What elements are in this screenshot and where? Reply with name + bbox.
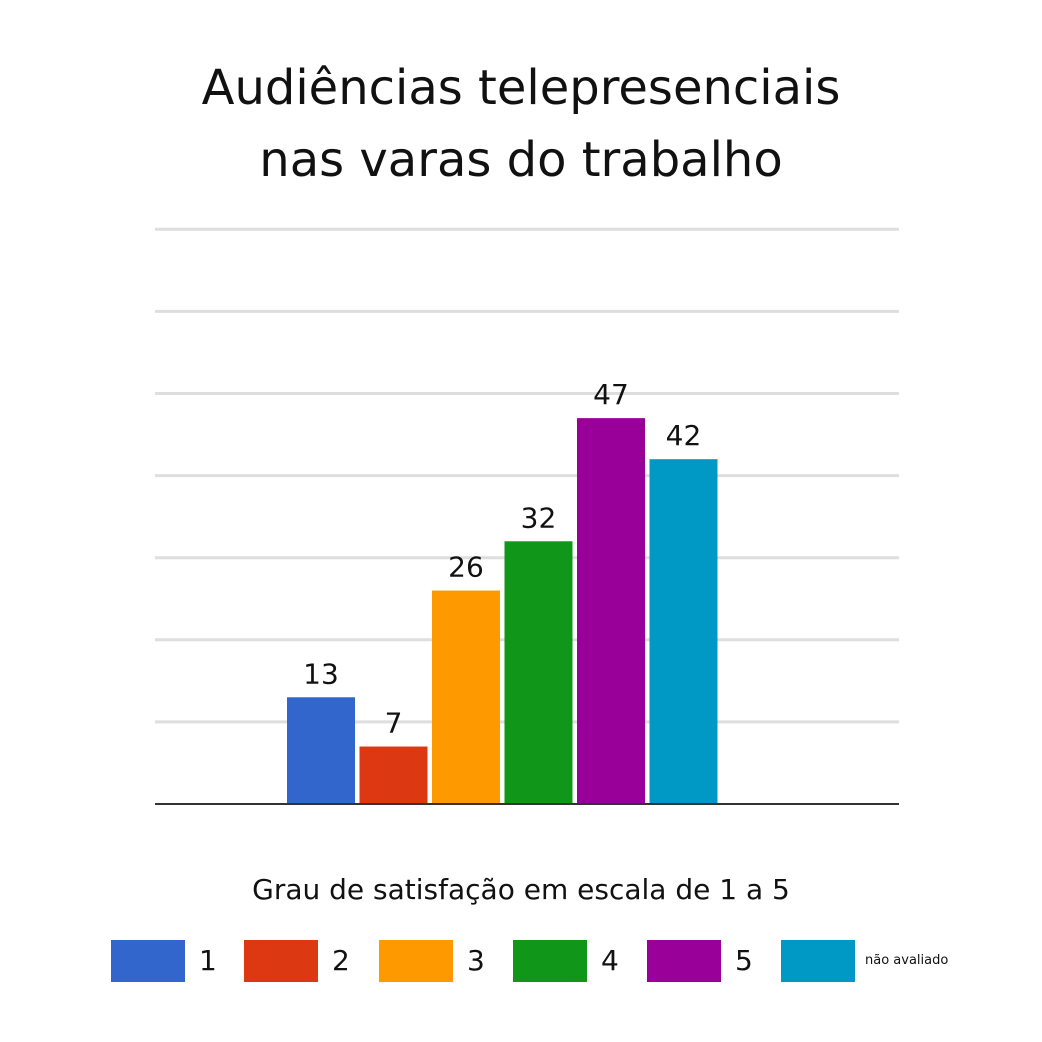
data-label-6: 42 bbox=[666, 419, 702, 452]
legend-item-6: não avaliado bbox=[781, 938, 948, 984]
chart-title-line-1: Audiências telepresenciais bbox=[201, 60, 841, 116]
bar-6 bbox=[649, 459, 718, 804]
chart-title: Audiências telepresenciais nas varas do … bbox=[0, 52, 1042, 196]
legend: 1 2 3 4 5 não avaliado bbox=[0, 938, 1042, 984]
legend-swatch bbox=[244, 940, 318, 982]
legend-item-5: 5 bbox=[647, 938, 753, 984]
bar-1 bbox=[287, 697, 355, 804]
bar-4 bbox=[504, 541, 573, 804]
data-label-3: 26 bbox=[448, 551, 484, 584]
legend-swatch bbox=[111, 940, 185, 982]
legend-swatch bbox=[647, 940, 721, 982]
legend-label: não avaliado bbox=[865, 953, 949, 968]
legend-item-4: 4 bbox=[513, 938, 619, 984]
legend-item-1: 1 bbox=[111, 938, 217, 984]
bar-3 bbox=[432, 590, 500, 804]
legend-label: 1 bbox=[199, 944, 217, 977]
legend-item-2: 2 bbox=[244, 938, 350, 984]
data-label-5: 47 bbox=[593, 378, 629, 411]
chart-title-line-2: nas varas do trabalho bbox=[259, 132, 783, 188]
legend-label: 5 bbox=[735, 944, 753, 977]
data-label-4: 32 bbox=[521, 501, 557, 534]
bars bbox=[287, 418, 718, 804]
legend-label: 3 bbox=[467, 944, 485, 977]
data-label-2: 7 bbox=[385, 707, 403, 740]
bar-5 bbox=[577, 418, 645, 804]
x-axis-title: Grau de satisfação em escala de 1 a 5 bbox=[252, 873, 790, 906]
data-label-1: 13 bbox=[303, 657, 339, 690]
legend-label: 2 bbox=[332, 944, 350, 977]
legend-swatch bbox=[379, 940, 453, 982]
legend-item-3: 3 bbox=[379, 938, 485, 984]
data-labels: 13 7 26 32 47 42 bbox=[303, 378, 701, 739]
legend-swatch bbox=[781, 940, 855, 982]
legend-swatch bbox=[513, 940, 587, 982]
legend-label: 4 bbox=[601, 944, 619, 977]
bar-2 bbox=[359, 746, 428, 804]
